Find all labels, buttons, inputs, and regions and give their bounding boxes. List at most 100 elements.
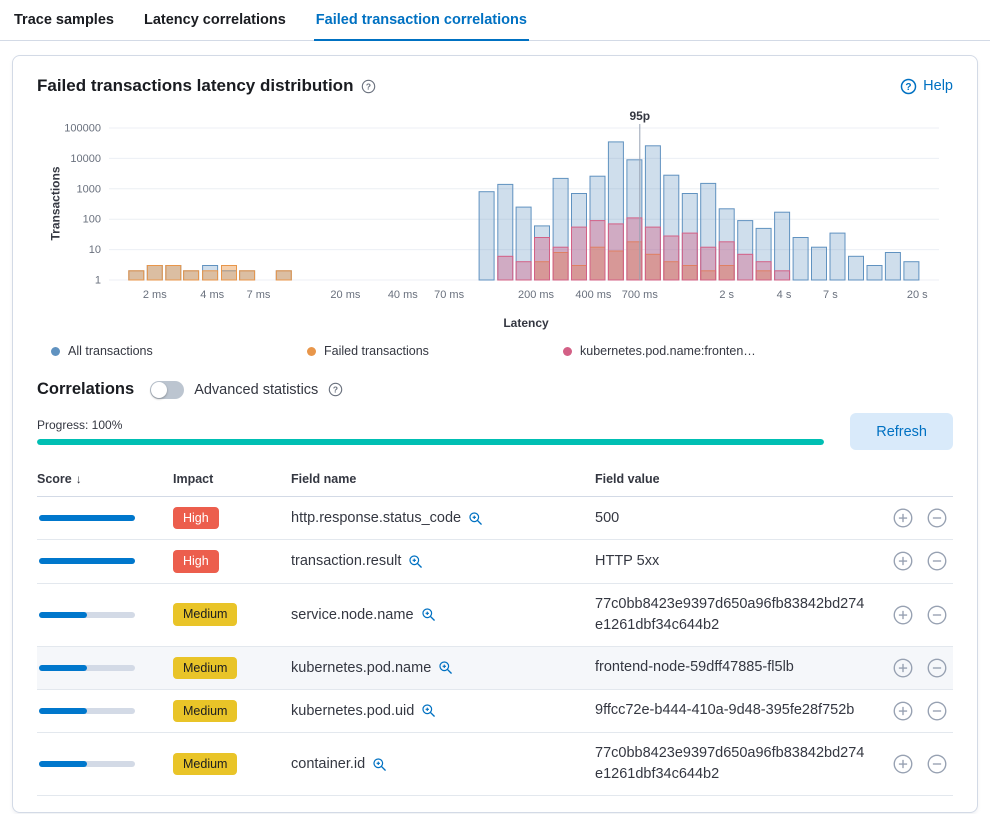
legend-dot-icon — [51, 346, 60, 356]
table-row: Medium kubernetes.pod.name frontend-node-5… — [37, 646, 953, 690]
field-name-cell: service.node.name — [291, 607, 587, 623]
svg-text:7 s: 7 s — [823, 289, 838, 301]
table-row: Medium service.node.name 77c0bb8423e9397d6… — [37, 584, 953, 647]
filter-magnifier-icon[interactable] — [438, 660, 453, 675]
score-bar — [39, 664, 135, 671]
svg-text:200 ms: 200 ms — [518, 289, 555, 301]
score-cell — [37, 611, 165, 618]
score-bar — [39, 611, 135, 618]
impact-cell: Medium — [173, 752, 283, 776]
legend-item[interactable]: Failed transactions — [307, 344, 563, 358]
impact-cell: Medium — [173, 656, 283, 679]
exclude-filter-button[interactable] — [927, 605, 947, 625]
filter-magnifier-icon[interactable] — [408, 554, 423, 569]
score-cell — [37, 515, 165, 522]
impact-badge: Medium — [173, 656, 238, 679]
column-header-field-value: Field value — [595, 472, 867, 486]
exclude-filter-button[interactable] — [927, 754, 947, 774]
impact-cell: High — [173, 507, 283, 530]
include-filter-button[interactable] — [893, 508, 913, 528]
tab-label: Failed transaction correlations — [315, 11, 527, 28]
actions-cell — [875, 551, 953, 571]
tab-bar: Trace samples Latency correlations Faile… — [0, 0, 990, 41]
histogram-plot[interactable]: 1 10 100 1000 10000 100000 2 ms 4 ms 7 ms 20 ms 40… — [37, 108, 953, 314]
progress-bar-fill — [37, 439, 825, 445]
minus-circle-icon — [927, 701, 947, 721]
impact-badge: Medium — [173, 603, 238, 626]
exclude-filter-button[interactable] — [927, 701, 947, 721]
include-filter-button[interactable] — [893, 701, 913, 721]
field-name: kubernetes.pod.uid — [291, 702, 415, 719]
svg-text:1: 1 — [95, 275, 101, 287]
svg-text:4 ms: 4 ms — [200, 289, 224, 301]
filter-magnifier-icon[interactable] — [421, 703, 436, 718]
main-panel: Failed transactions latency distribution… — [12, 55, 978, 813]
score-bar — [39, 707, 135, 714]
sort-desc-icon: ↓ — [75, 472, 82, 486]
exclude-filter-button[interactable] — [927, 508, 947, 528]
svg-text:?: ? — [906, 81, 912, 92]
svg-text:40 ms: 40 ms — [388, 289, 418, 301]
actions-cell — [875, 658, 953, 678]
table-header: Score ↓ Impact Field name Field value — [37, 466, 953, 497]
tab-failed-transaction-correlations[interactable]: Failed transaction correlations — [313, 0, 529, 41]
table-body: High http.response.status_code 500 High tran… — [37, 497, 953, 797]
score-cell — [37, 558, 165, 565]
actions-cell — [875, 605, 953, 625]
field-value: 77c0bb8423e9397d650a96fb83842bd274e1261d… — [595, 595, 865, 633]
column-label: Score — [37, 472, 72, 486]
exclude-filter-button[interactable] — [927, 658, 947, 678]
field-value: 9ffcc72e-b444-410a-9d48-395fe28f752b — [595, 702, 855, 719]
info-icon[interactable]: ? — [361, 79, 376, 94]
include-filter-button[interactable] — [893, 754, 913, 774]
field-name-cell: kubernetes.pod.uid — [291, 703, 587, 719]
help-link[interactable]: ? Help — [900, 78, 953, 95]
legend-dot-icon — [563, 346, 572, 356]
field-value: 500 — [595, 509, 620, 526]
refresh-button[interactable]: Refresh — [850, 413, 953, 450]
svg-text:7 ms: 7 ms — [247, 289, 271, 301]
info-icon[interactable]: ? — [328, 382, 343, 397]
advanced-statistics-toggle[interactable] — [150, 380, 185, 399]
table-row: High http.response.status_code 500 — [37, 497, 953, 541]
column-header-score[interactable]: Score ↓ — [37, 472, 165, 486]
include-filter-button[interactable] — [893, 605, 913, 625]
impact-badge: High — [173, 550, 219, 573]
plus-circle-icon — [893, 605, 913, 624]
legend-label: All transactions — [68, 344, 153, 358]
svg-text:1000: 1000 — [77, 183, 101, 195]
field-value: frontend-node-59dff47885-fl5lb — [595, 659, 794, 676]
field-name: transaction.result — [291, 553, 402, 570]
svg-text:70 ms: 70 ms — [434, 289, 464, 301]
progress-label: Progress: 100% — [37, 418, 123, 432]
filter-magnifier-icon[interactable] — [468, 511, 483, 526]
legend-dot-icon — [307, 346, 316, 356]
filter-magnifier-icon[interactable] — [421, 607, 436, 622]
progress-row: Progress: 100% Refresh — [37, 413, 953, 450]
legend-item[interactable]: All transactions — [51, 344, 307, 358]
tab-label: Latency correlations — [143, 11, 286, 28]
impact-badge: Medium — [173, 752, 238, 776]
include-filter-button[interactable] — [893, 658, 913, 678]
score-cell — [37, 761, 165, 768]
tab-trace-samples[interactable]: Trace samples — [12, 0, 116, 41]
svg-text:100: 100 — [83, 214, 101, 226]
svg-text:10: 10 — [89, 244, 101, 256]
minus-circle-icon — [927, 551, 947, 571]
impact-badge: High — [173, 507, 219, 530]
field-name: http.response.status_code — [291, 510, 462, 527]
correlations-header: Correlations Advanced statistics ? — [37, 380, 953, 399]
minus-circle-icon — [927, 754, 947, 774]
filter-magnifier-icon[interactable] — [372, 757, 387, 772]
toggle-thumb-icon — [151, 381, 168, 398]
plus-circle-icon — [893, 658, 913, 678]
svg-text:400 ms: 400 ms — [575, 289, 612, 301]
legend-item[interactable]: kubernetes.pod.name:fronten… — [563, 344, 819, 358]
svg-text:10000: 10000 — [70, 153, 101, 165]
include-filter-button[interactable] — [893, 551, 913, 571]
field-name-cell: kubernetes.pod.name — [291, 660, 587, 676]
tab-latency-correlations[interactable]: Latency correlations — [142, 0, 288, 41]
legend-label: Failed transactions — [324, 344, 429, 358]
exclude-filter-button[interactable] — [927, 551, 947, 571]
score-bar — [39, 558, 135, 565]
